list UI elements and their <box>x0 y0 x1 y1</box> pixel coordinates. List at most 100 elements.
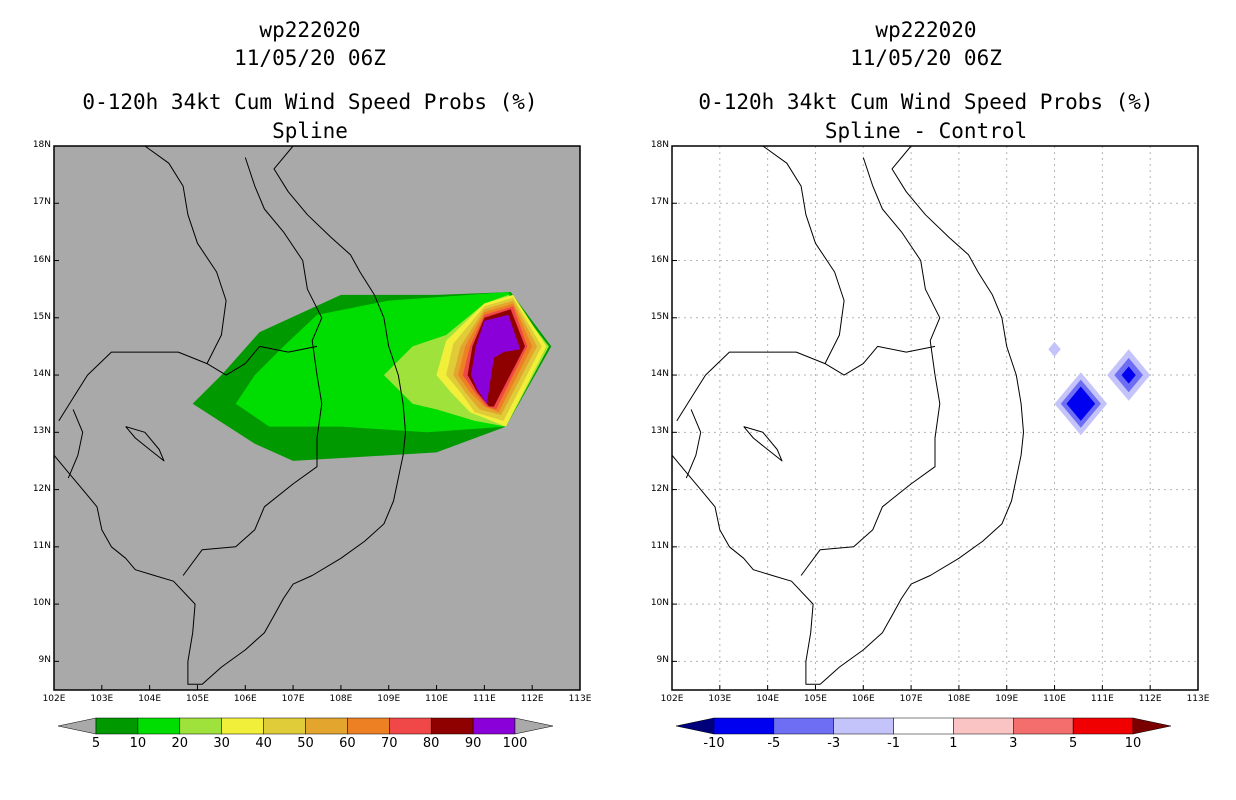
left-y-tick-label: 11N <box>32 540 51 551</box>
right-x-tick-label: 106E <box>851 694 875 704</box>
right-plot-background <box>672 146 1198 690</box>
left-title-subtitle: Spline <box>272 119 348 143</box>
right-border-4 <box>685 409 702 479</box>
left-colorbar-label: 30 <box>213 736 230 751</box>
right-x-tick-label: 113E <box>1186 694 1210 704</box>
left-colorbar-right-arrow <box>514 717 554 735</box>
left-y-tick-label: 14N <box>32 369 51 380</box>
left-colorbar-label: 40 <box>255 736 272 751</box>
left-x-tick-label: 112E <box>520 694 544 704</box>
right-colorbar-segment <box>1072 717 1134 735</box>
right-plot-frame <box>671 145 1199 691</box>
right-y-tick-label: 12N <box>650 483 669 494</box>
left-x-tick-label: 111E <box>472 694 496 704</box>
right-x-tick-label: 108E <box>947 694 971 704</box>
left-colorbar-label: 80 <box>422 736 440 751</box>
right-colorbar-segment <box>833 717 894 735</box>
left-title-storm-id: wp222020 <box>259 18 361 42</box>
left-title-datetime: 11/05/20 06Z <box>234 46 386 70</box>
right-title-product: 0-120h 34kt Cum Wind Speed Probs (%) <box>698 90 1154 114</box>
right-colorbar-segment <box>773 717 834 735</box>
right-diff-feature-1-level-5 <box>1121 366 1136 384</box>
right-x-tick-label: 107E <box>899 694 923 704</box>
left-colorbar-left-arrow <box>57 717 97 735</box>
left-colorbar-label: 60 <box>339 736 356 751</box>
right-y-tick-label: 18N <box>650 140 669 150</box>
right-x-tick-label: 111E <box>1090 694 1114 704</box>
left-x-tick-label: 110E <box>425 694 448 704</box>
right-colorbar-segment <box>713 717 775 735</box>
right-colorbar-label: 5 <box>1069 736 1078 751</box>
right-y-tick-label: 11N <box>650 540 669 551</box>
left-y-tick-label: 18N <box>32 140 51 150</box>
right-x-tick-label: 112E <box>1138 694 1162 704</box>
right-x-tick-label: 110E <box>1043 694 1066 704</box>
left-contour-90 <box>471 314 521 404</box>
right-y-tick-label: 13N <box>650 426 669 437</box>
right-colorbar-label: -1 <box>887 736 901 751</box>
left-colorbar-label: 5 <box>91 736 101 751</box>
right-title-storm-id: wp222020 <box>875 18 977 42</box>
right-border-3 <box>762 145 845 364</box>
left-y-tick-label: 17N <box>32 197 51 208</box>
right-x-tick-label: 105E <box>804 694 827 704</box>
right-border-1 <box>800 157 941 576</box>
right-x-tick-label: 109E <box>995 694 1019 704</box>
left-colorbar-label: 50 <box>297 736 314 751</box>
left-x-tick-label: 107E <box>281 694 305 704</box>
left-border-2 <box>58 345 318 422</box>
right-coastline <box>671 145 1024 685</box>
left-x-tick-label: 103E <box>90 694 114 704</box>
left-x-tick-label: 102E <box>42 694 66 704</box>
left-plot-frame <box>53 145 581 691</box>
left-y-tick-label: 16N <box>32 254 51 265</box>
left-colorbar-segment <box>95 717 139 735</box>
left-colorbar-segment <box>430 717 474 735</box>
left-colorbar-segment <box>137 717 181 735</box>
left-colorbar-label: 70 <box>381 736 398 751</box>
left-colorbar-segment <box>305 717 348 735</box>
right-colorbar-label: 3 <box>1009 736 1018 751</box>
right-title-datetime: 11/05/20 06Z <box>850 46 1002 70</box>
left-y-tick-label: 13N <box>32 426 51 437</box>
left-border-4 <box>67 409 84 479</box>
left-x-tick-label: 104E <box>138 694 162 704</box>
left-x-tick-label: 113E <box>568 694 592 704</box>
right-colorbar-label: -10 <box>703 736 725 751</box>
right-y-tick-label: 15N <box>650 311 669 322</box>
right-lake-outline <box>743 426 783 462</box>
left-colorbar-segment <box>263 717 306 735</box>
left-colorbar-segment <box>347 717 390 735</box>
left-border-3 <box>144 145 227 364</box>
right-y-tick-label: 10N <box>650 598 669 609</box>
left-coastline <box>53 145 406 685</box>
left-title-product: 0-120h 34kt Cum Wind Speed Probs (%) <box>82 90 538 114</box>
left-x-tick-label: 105E <box>186 694 209 704</box>
right-colorbar-segment <box>893 717 954 735</box>
left-colorbar-label: 100 <box>502 736 528 751</box>
right-colorbar-segment <box>1013 717 1074 735</box>
left-y-tick-label: 10N <box>32 598 51 609</box>
left-y-tick-label: 12N <box>32 483 51 494</box>
right-diff-feature-2-level-1 <box>1048 341 1061 357</box>
right-y-tick-label: 14N <box>650 369 669 380</box>
left-y-tick-label: 15N <box>32 311 51 322</box>
left-colorbar-segment <box>179 717 222 735</box>
right-x-tick-label: 104E <box>756 694 780 704</box>
left-colorbar-label: 20 <box>171 736 189 751</box>
right-colorbar-segment <box>953 717 1014 735</box>
panel-left <box>53 145 581 735</box>
right-colorbar-label: -5 <box>767 736 781 751</box>
right-y-tick-label: 17N <box>650 197 669 208</box>
right-y-tick-label: 16N <box>650 254 669 265</box>
right-title-subtitle: Spline - Control <box>824 119 1028 143</box>
right-x-tick-label: 103E <box>708 694 732 704</box>
right-colorbar-label: 1 <box>949 736 958 751</box>
left-lake-outline <box>125 426 165 462</box>
right-x-tick-label: 102E <box>660 694 684 704</box>
right-colorbar-label: 10 <box>1124 736 1142 751</box>
right-diff-feature-0-level-5 <box>1066 386 1096 421</box>
panel-right <box>671 145 1199 735</box>
right-colorbar-left-arrow <box>675 717 715 735</box>
